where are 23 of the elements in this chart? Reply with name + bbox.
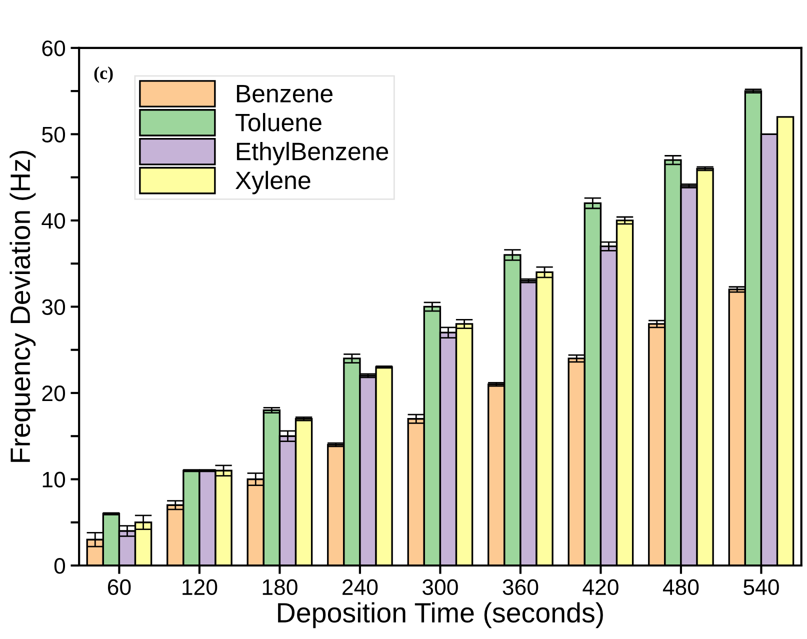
annotation: (c): [94, 66, 113, 83]
x-tick-label: 420: [582, 579, 618, 596]
y-tick-label: 10: [42, 472, 66, 488]
y-tick-label: 30: [42, 299, 66, 315]
x-tick-label: 180: [262, 579, 298, 596]
legend-label: Toluene: [235, 113, 322, 132]
x-tick-label: 60: [108, 579, 131, 596]
x-tick-label: 540: [744, 579, 779, 596]
y-axis-title: Frequency Deviation (Hz): [10, 150, 36, 462]
y-tick-label: 20: [42, 386, 66, 402]
x-tick-label: 360: [502, 579, 538, 596]
x-tick-label: 240: [342, 579, 378, 596]
x-tick-label: 120: [182, 579, 218, 596]
x-axis-title: Deposition Time (seconds): [278, 602, 603, 628]
legend-label: Benzene: [236, 85, 333, 102]
y-tick-label: 50: [42, 126, 66, 142]
x-tick-label: 300: [422, 579, 458, 596]
y-tick-label: 60: [42, 40, 66, 56]
y-tick-label: 40: [42, 212, 66, 229]
y-tick-label: 0: [54, 558, 66, 574]
x-tick-label: 480: [662, 579, 699, 596]
legend-label: Xylene: [235, 170, 310, 194]
legend-label: EthylBenzene: [236, 142, 388, 166]
